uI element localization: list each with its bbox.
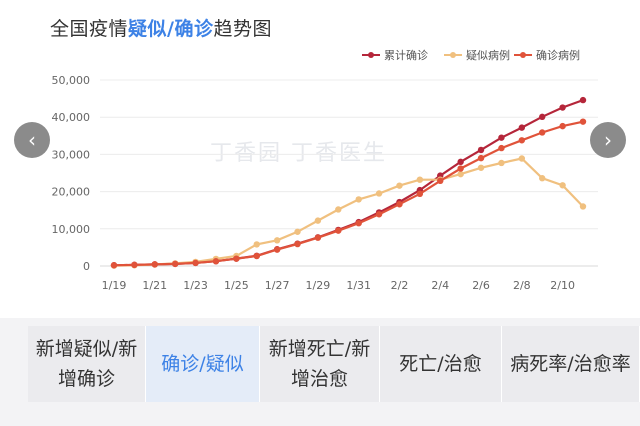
data-point — [457, 165, 464, 172]
prev-chart-button[interactable]: ‹ — [14, 122, 50, 158]
x-tick-label: 1/25 — [224, 279, 249, 292]
data-point — [559, 104, 566, 111]
y-tick-label: 40,000 — [52, 111, 91, 124]
legend-marker-dot — [450, 52, 456, 58]
tab-label: 病死率/治愈率 — [510, 353, 631, 375]
data-point — [171, 260, 179, 268]
tab-label: 新增疑似/新增确诊 — [35, 338, 138, 390]
chart-tabs: 新增疑似/新增确诊 确诊/疑似 新增死亡/新增治愈 死亡/治愈 病死率/治愈率 — [28, 326, 640, 402]
data-point — [355, 196, 362, 203]
data-point — [539, 113, 546, 121]
data-point — [437, 177, 444, 185]
data-point — [579, 118, 587, 125]
tab-fatality-recovery-rate[interactable]: 病死率/治愈率 — [502, 326, 640, 402]
data-point — [416, 176, 424, 183]
tab-new-deaths-new-recovered[interactable]: 新增死亡/新增治愈 — [260, 326, 380, 402]
data-point — [518, 124, 526, 131]
chart-title-prefix: 全国疫情 — [50, 18, 129, 40]
chart-title-suffix: 趋势图 — [213, 18, 272, 40]
chart-title-highlight: 疑似/确诊 — [128, 18, 214, 40]
data-point — [457, 158, 464, 166]
data-point — [518, 155, 526, 162]
x-tick-label: 1/19 — [102, 279, 127, 292]
x-tick-label: 2/6 — [472, 279, 490, 292]
tab-label: 新增死亡/新增治愈 — [268, 338, 371, 390]
x-tick-label: 1/27 — [265, 279, 290, 292]
tab-confirmed-suspected[interactable]: 确诊/疑似 — [146, 326, 260, 402]
legend-marker-dot — [520, 52, 526, 58]
next-chart-button[interactable]: › — [590, 122, 626, 158]
data-point — [396, 201, 403, 208]
data-point — [559, 182, 566, 189]
data-point — [253, 252, 260, 260]
data-point — [457, 170, 464, 178]
y-tick-label: 10,000 — [52, 223, 91, 236]
x-tick-label: 1/21 — [142, 279, 167, 292]
data-point — [212, 258, 220, 265]
y-tick-label: 0 — [83, 260, 90, 273]
data-point — [314, 234, 322, 241]
data-point — [375, 190, 383, 197]
y-tick-label: 50,000 — [52, 74, 91, 87]
data-point — [579, 96, 587, 104]
data-point — [253, 241, 260, 248]
data-point — [539, 129, 546, 136]
tab-label: 死亡/治愈 — [399, 353, 482, 375]
data-point — [294, 240, 301, 248]
tab-label: 确诊/疑似 — [161, 353, 244, 375]
chart-card: 全国疫情疑似/确诊趋势图 丁香园 丁香医生 0 10,000 20,000 30,00… — [0, 0, 640, 318]
x-tick-label: 2/10 — [550, 279, 575, 292]
data-point — [518, 137, 526, 144]
data-point — [335, 206, 342, 213]
data-point — [273, 237, 281, 244]
series-line — [113, 120, 584, 267]
data-point — [110, 262, 118, 269]
data-point — [477, 154, 485, 162]
x-tick-label: 1/31 — [346, 279, 371, 292]
data-point — [151, 261, 158, 268]
chart-title: 全国疫情疑似/确诊趋势图 — [50, 14, 272, 41]
data-point — [192, 259, 199, 267]
data-point — [131, 261, 138, 269]
y-tick-label: 20,000 — [52, 186, 91, 199]
y-tick-label: 30,000 — [52, 148, 91, 161]
chevron-left-icon: ‹ — [28, 128, 36, 152]
data-point — [559, 122, 566, 130]
tab-deaths-recovered[interactable]: 死亡/治愈 — [380, 326, 502, 402]
data-point — [273, 246, 281, 253]
data-point — [539, 175, 546, 182]
chevron-right-icon: › — [604, 128, 612, 152]
data-point — [498, 159, 505, 167]
data-point — [355, 220, 362, 227]
data-point — [416, 190, 424, 198]
data-point — [375, 211, 383, 218]
legend-label: 疑似病例 — [466, 48, 510, 62]
tab-new-suspected-new-confirmed[interactable]: 新增疑似/新增确诊 — [28, 326, 146, 402]
data-point — [477, 146, 485, 154]
trend-chart: 0 10,000 20,000 30,000 40,000 50,000 1/19 1/21 1… — [52, 48, 598, 292]
data-point — [498, 144, 505, 152]
legend-marker-dot — [368, 52, 374, 58]
x-tick-label: 2/2 — [391, 279, 409, 292]
x-tick-label: 2/8 — [513, 279, 531, 292]
data-point — [294, 228, 301, 235]
x-tick-label: 2/4 — [431, 279, 449, 292]
data-point — [335, 227, 342, 234]
data-point — [579, 203, 587, 210]
series-line — [113, 157, 584, 267]
x-tick-label: 1/23 — [183, 279, 208, 292]
watermark-text: 丁香园 丁香医生 — [210, 141, 387, 166]
data-point — [477, 164, 485, 171]
legend-label: 累计确诊 — [384, 48, 428, 62]
data-point — [396, 182, 403, 189]
data-point — [233, 255, 240, 262]
legend-label: 确诊病例 — [536, 48, 580, 62]
data-point — [314, 217, 322, 224]
series-line — [113, 99, 584, 267]
x-tick-label: 1/29 — [306, 279, 331, 292]
data-point — [498, 134, 505, 141]
